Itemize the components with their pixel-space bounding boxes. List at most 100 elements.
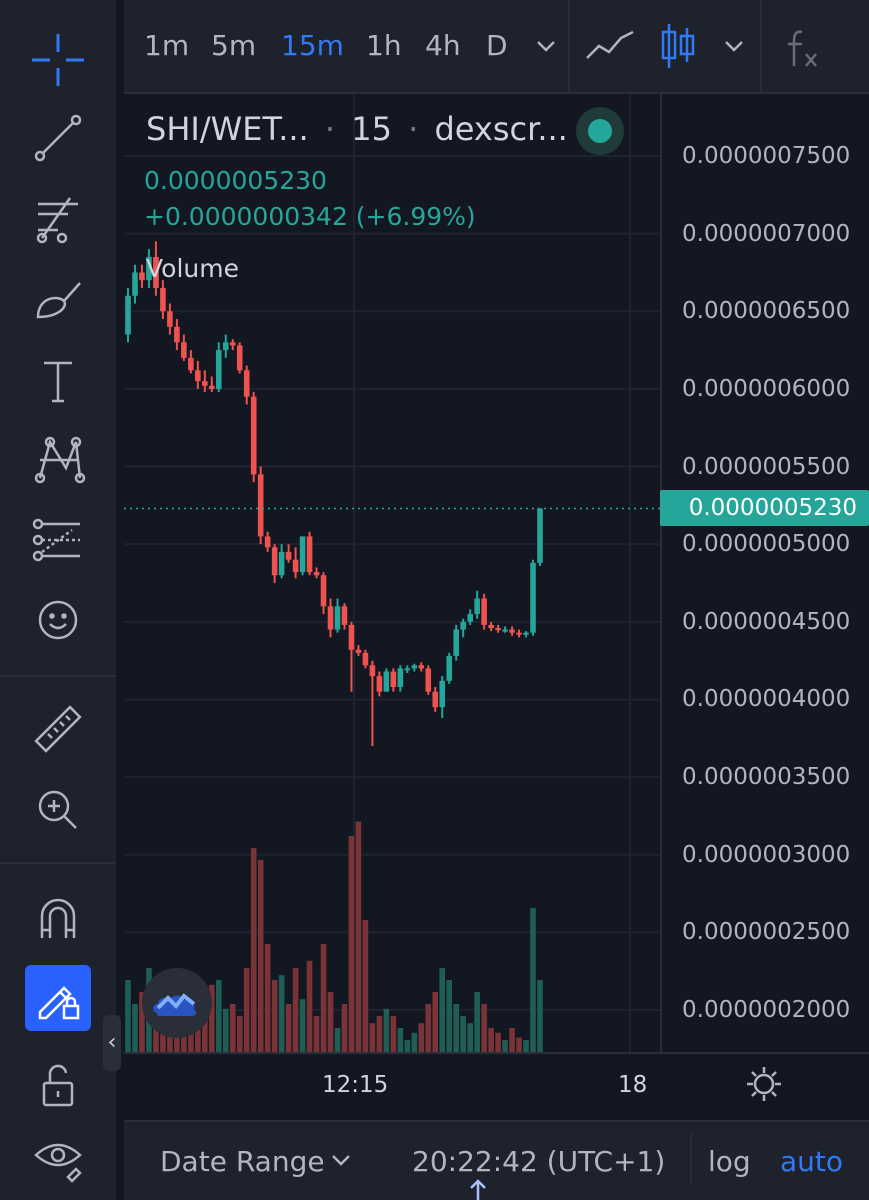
candle: [202, 370, 208, 393]
bottom-bar: [124, 1120, 869, 1200]
candle: [195, 360, 201, 389]
chevron-left-icon: ‹: [107, 1030, 117, 1055]
text-icon[interactable]: [16, 346, 100, 416]
ruler-icon[interactable]: [16, 695, 100, 765]
magnet-icon[interactable]: [16, 883, 100, 953]
candle: [523, 631, 529, 638]
volume-bar: [502, 1040, 508, 1052]
candle: [320, 572, 327, 615]
brush-icon[interactable]: [16, 262, 100, 332]
candle: [376, 671, 383, 697]
indicators-fx-icon[interactable]: [782, 26, 822, 70]
lock-drawings-button[interactable]: [25, 965, 91, 1031]
pitchfork-icon[interactable]: [16, 183, 100, 253]
time-scale-border: [124, 1052, 869, 1054]
candle: [278, 544, 285, 579]
candle: [383, 668, 390, 692]
zoom-in-icon[interactable]: [16, 775, 100, 845]
volume-bar: [125, 980, 131, 1052]
volume-bar: [299, 999, 306, 1052]
price-tick-label: 0.0000007500: [682, 143, 851, 169]
price-tick-label: 0.0000003000: [682, 841, 851, 868]
volume-bar: [313, 1016, 320, 1052]
cloud-chart-icon: [153, 993, 197, 1016]
volume-label[interactable]: Volume: [146, 254, 239, 283]
collapse-toolbar-button[interactable]: ‹: [103, 1015, 121, 1071]
volume-bar: [523, 1040, 529, 1052]
candle: [509, 626, 515, 636]
volume-bar: [320, 944, 327, 1052]
interval-d[interactable]: D: [486, 29, 508, 62]
tradingview-logo[interactable]: [142, 968, 212, 1038]
candle: [139, 264, 145, 288]
arrow-up-icon: [470, 1179, 486, 1200]
candle: [516, 629, 522, 638]
price-tick-label: 0.0000007000: [682, 220, 851, 247]
volume-bar: [229, 1004, 236, 1052]
price-scale[interactable]: [660, 92, 869, 1052]
volume-bar: [355, 821, 362, 1052]
candle: [132, 264, 138, 304]
interval-5m[interactable]: 5m: [211, 29, 257, 62]
candle: [125, 287, 131, 343]
top-toolbar: [124, 0, 869, 92]
volume-bar: [453, 1004, 459, 1052]
candle: [502, 626, 508, 633]
interval-15m[interactable]: 15m: [281, 29, 344, 62]
volume-bar: [222, 1008, 229, 1052]
candle: [285, 544, 292, 563]
market-status-indicator[interactable]: [576, 107, 624, 155]
candle: [250, 392, 257, 483]
crosshair-icon[interactable]: [16, 25, 100, 95]
emoji-icon[interactable]: [16, 585, 100, 655]
candle: [362, 649, 369, 669]
eye-icon[interactable]: [16, 1120, 100, 1190]
volume-bar: [467, 1023, 473, 1052]
interval-1h[interactable]: 1h: [366, 29, 402, 62]
interval-4h[interactable]: 4h: [425, 29, 461, 62]
legend-separator: ·: [324, 110, 336, 148]
candle: [439, 676, 446, 719]
clock-timezone[interactable]: 20:22:42 (UTC+1): [412, 1145, 666, 1178]
candle: [271, 544, 278, 583]
candle: [313, 567, 320, 579]
log-scale-toggle[interactable]: log: [708, 1145, 751, 1178]
chart-pane[interactable]: [124, 94, 660, 1052]
volume-bar: [334, 1028, 341, 1052]
volume-bar: [404, 1040, 411, 1052]
volume-bar: [383, 1008, 390, 1052]
date-range-chevron-down-icon[interactable]: [330, 1152, 352, 1168]
candles-icon[interactable]: [658, 22, 698, 70]
interval-chevron-down-icon[interactable]: [534, 38, 558, 54]
pattern-icon[interactable]: [16, 425, 100, 495]
unlock-icon[interactable]: [16, 1050, 100, 1120]
candle: [174, 319, 180, 351]
bottom-bar-border: [124, 1120, 869, 1122]
candle: [495, 624, 501, 633]
price-tick-label: 0.0000006500: [682, 298, 851, 325]
candle: [446, 652, 453, 684]
trend-line-icon[interactable]: [16, 103, 100, 173]
volume-bar: [516, 1037, 522, 1052]
chart-type-chevron-down-icon[interactable]: [722, 38, 746, 54]
candle: [537, 508, 543, 566]
prediction-icon[interactable]: [16, 505, 100, 575]
settings-gear-icon[interactable]: [744, 1064, 784, 1104]
auto-scale-toggle[interactable]: auto: [780, 1145, 844, 1178]
legend-symbol-row[interactable]: SHI/WET... · 15 · dexscr...: [146, 110, 568, 148]
price-tick-label: 0.0000002500: [682, 919, 851, 946]
bottom-divider: [690, 1134, 692, 1184]
candle: [348, 621, 355, 692]
interval-1m[interactable]: 1m: [144, 29, 190, 62]
candle: [355, 645, 362, 656]
toolbar-divider: [760, 0, 762, 92]
price-tick-label: 0.0000002000: [682, 997, 851, 1023]
last-price-tag: 0.0000005230: [660, 490, 869, 527]
line-chart-icon[interactable]: [585, 28, 635, 64]
candle: [474, 590, 480, 619]
date-range-button[interactable]: Date Range: [160, 1145, 325, 1178]
candle: [292, 547, 299, 579]
toolbar-divider: [568, 0, 570, 92]
candle: [467, 609, 473, 625]
candle: [453, 624, 459, 661]
